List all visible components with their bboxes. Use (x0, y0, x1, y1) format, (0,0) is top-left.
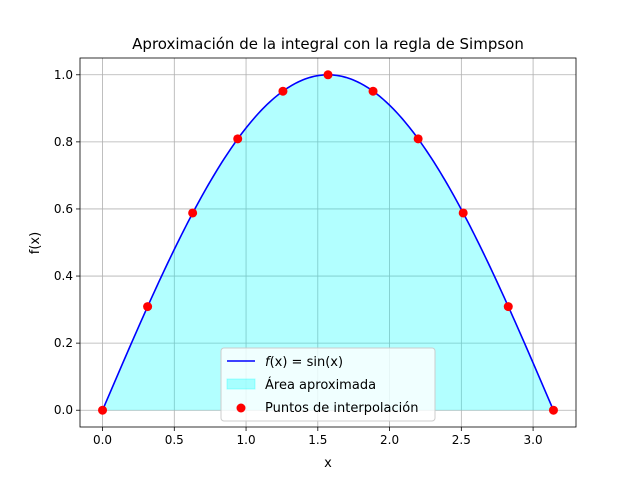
y-tick-label: 0.6 (54, 202, 73, 216)
interpolation-point (278, 86, 288, 96)
plot-frame (79, 57, 577, 428)
y-tick-label: 1.0 (54, 68, 73, 82)
interpolation-point (188, 208, 198, 218)
y-axis-ticks: 0.0 0.2 0.4 0.6 0.8 1.0 (54, 68, 80, 417)
interpolation-point (143, 302, 153, 312)
y-tick-label: 0.4 (54, 269, 73, 283)
y-tick-label: 0.0 (54, 403, 73, 417)
legend-box (220, 347, 436, 422)
y-tick-label: 0.8 (54, 135, 73, 149)
interpolation-point (413, 134, 423, 144)
x-axis-ticks: 0.0 0.5 1.0 1.5 2.0 2.5 3.0 (93, 427, 543, 447)
interpolation-point (98, 405, 108, 415)
legend-points-swatch (236, 403, 246, 413)
interpolation-point (323, 70, 333, 80)
x-tick-label: 2.0 (380, 433, 399, 447)
legend-line-label-f: f (265, 355, 272, 370)
area-layer (102, 74, 554, 411)
legend-line-label-rest: (x) = sin(x) (270, 355, 343, 370)
x-tick-label: 1.5 (308, 433, 327, 447)
legend: f(x) = sin(x) Área aproximada Puntos de … (220, 347, 436, 422)
interpolation-point (233, 134, 243, 144)
grid-lines (80, 58, 576, 427)
y-axis-label: f(x) (28, 232, 43, 254)
x-tick-label: 0.5 (165, 433, 184, 447)
interpolation-point (458, 208, 468, 218)
x-tick-label: 3.0 (524, 433, 543, 447)
x-axis-label: x (324, 456, 332, 471)
legend-points-label: Puntos de interpolación (265, 401, 418, 416)
interpolation-point (548, 405, 558, 415)
y-tick-label: 0.2 (54, 336, 73, 350)
points-layer (98, 70, 558, 415)
legend-line-label: f(x) = sin(x) (265, 355, 343, 370)
x-tick-label: 1.0 (237, 433, 256, 447)
chart-title: Aproximación de la integral con la regla… (132, 35, 524, 53)
interpolation-point (503, 302, 513, 312)
interpolation-point (368, 86, 378, 96)
x-tick-label: 0.0 (93, 433, 112, 447)
legend-area-label: Área aproximada (265, 377, 376, 393)
approximated-area (102, 74, 554, 411)
x-tick-label: 2.5 (452, 433, 471, 447)
legend-area-swatch (226, 378, 256, 390)
